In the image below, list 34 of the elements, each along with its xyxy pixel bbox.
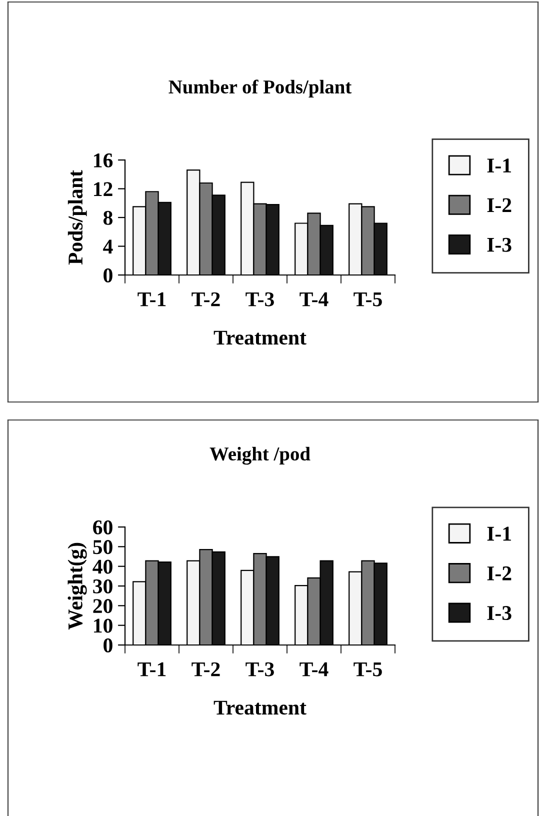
y-tick-label: 0: [104, 268, 112, 282]
x-tick-label: T-4: [300, 662, 328, 676]
x-tick-label: T-2: [192, 662, 220, 676]
x-tick-label: T-1: [138, 292, 166, 306]
legend-label: I-1: [487, 526, 511, 541]
y-tick-label: 8: [103, 210, 113, 225]
y-tick-label: 4: [103, 240, 113, 254]
x-tick-label: T-5: [354, 292, 382, 306]
y-tick-label: 50: [93, 540, 112, 554]
y-tick-label: 40: [92, 560, 112, 574]
legend-label: I-1: [487, 158, 511, 172]
y-axis-title: Weight(g): [68, 542, 87, 630]
x-tick-label: T-1: [138, 662, 166, 676]
x-tick-label: T-3: [246, 662, 274, 676]
y-tick-label: 0: [104, 638, 112, 652]
legend-label: I-2: [487, 198, 512, 212]
x-tick-label: T-5: [354, 662, 382, 676]
x-tick-label: T-4: [300, 292, 328, 306]
y-tick-label: 12: [94, 182, 112, 196]
chart-title: Weight /pod: [210, 446, 310, 465]
y-tick-label: 60: [93, 520, 112, 534]
y-tick-label: 16: [94, 153, 113, 168]
y-tick-label: 10: [94, 618, 112, 633]
x-axis-title: Treatment: [214, 700, 306, 715]
x-tick-label: T-3: [246, 292, 274, 306]
x-axis-title: Treatment: [214, 330, 306, 345]
y-axis-title: Pods/plant: [68, 170, 87, 265]
chart-title: Number of Pods/plant: [168, 80, 352, 98]
legend-label: I-3: [487, 606, 512, 620]
y-tick-label: 20: [93, 599, 112, 614]
legend-label: I-3: [487, 238, 512, 252]
legend-label: I-2: [487, 566, 512, 580]
x-tick-label: T-2: [192, 292, 220, 306]
y-tick-label: 30: [93, 579, 112, 594]
